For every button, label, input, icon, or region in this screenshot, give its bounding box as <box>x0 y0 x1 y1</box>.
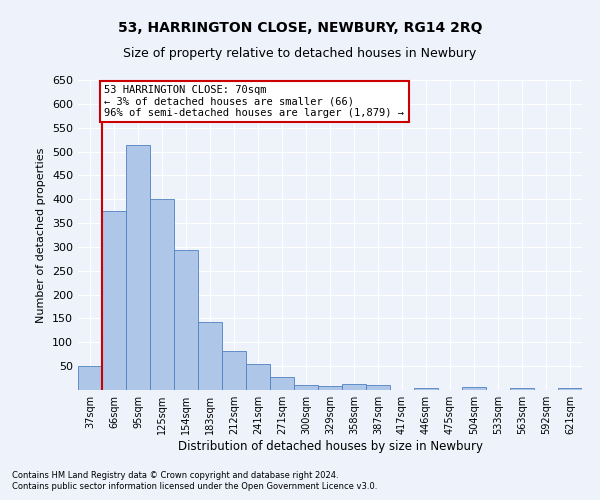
Bar <box>414 388 438 390</box>
Text: 53, HARRINGTON CLOSE, NEWBURY, RG14 2RQ: 53, HARRINGTON CLOSE, NEWBURY, RG14 2RQ <box>118 21 482 35</box>
Bar <box>222 351 246 390</box>
Bar <box>462 387 486 390</box>
Y-axis label: Number of detached properties: Number of detached properties <box>37 148 46 322</box>
X-axis label: Distribution of detached houses by size in Newbury: Distribution of detached houses by size … <box>178 440 482 453</box>
Bar <box>366 385 390 390</box>
Bar <box>270 376 294 390</box>
Bar <box>102 211 126 390</box>
Text: Contains public sector information licensed under the Open Government Licence v3: Contains public sector information licen… <box>12 482 377 491</box>
Bar <box>558 388 582 390</box>
Text: 53 HARRINGTON CLOSE: 70sqm
← 3% of detached houses are smaller (66)
96% of semi-: 53 HARRINGTON CLOSE: 70sqm ← 3% of detac… <box>104 85 404 118</box>
Bar <box>126 146 150 390</box>
Bar <box>198 322 222 390</box>
Bar <box>294 385 318 390</box>
Bar <box>246 364 270 390</box>
Bar <box>510 388 534 390</box>
Text: Size of property relative to detached houses in Newbury: Size of property relative to detached ho… <box>124 47 476 60</box>
Text: Contains HM Land Registry data © Crown copyright and database right 2024.: Contains HM Land Registry data © Crown c… <box>12 470 338 480</box>
Bar <box>318 386 342 390</box>
Bar <box>150 199 174 390</box>
Bar <box>78 366 102 390</box>
Bar <box>174 250 198 390</box>
Bar <box>342 384 366 390</box>
